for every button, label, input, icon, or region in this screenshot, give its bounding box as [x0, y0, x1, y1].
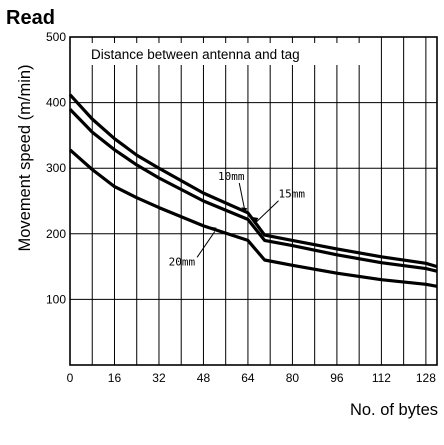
- annotation-box: [84, 43, 374, 65]
- series-label: 15mm: [279, 188, 306, 201]
- x-tick-label: 64: [241, 371, 255, 385]
- plot-frame: [69, 36, 438, 366]
- y-axis-label: Movement speed (m/min): [16, 64, 34, 251]
- series-line-20mm: [68, 148, 438, 288]
- x-tick-label: 0: [67, 371, 74, 385]
- x-axis-label: No. of bytes: [350, 401, 438, 419]
- y-tick-label: 500: [46, 30, 66, 44]
- callout-leader: [255, 200, 279, 223]
- y-tick-label: 300: [46, 161, 66, 175]
- x-tick-label: 112: [372, 371, 391, 385]
- callout-leader: [196, 231, 215, 258]
- x-tick-label: 96: [330, 371, 344, 385]
- x-tick-label: 48: [197, 371, 211, 385]
- series-line-10mm: [68, 93, 438, 269]
- x-tick-label: 16: [108, 371, 122, 385]
- chart-annotation: Distance between antenna and tag: [91, 47, 300, 62]
- tick-labels: 100 200 300 400 500 0 16 32 48 64 80 96 112 128: [46, 30, 436, 385]
- series-label: 10mm: [218, 170, 245, 183]
- y-tick-label: 400: [46, 96, 66, 110]
- series-lines: [68, 93, 438, 288]
- grid: [70, 37, 437, 365]
- callout-leader: [238, 182, 246, 213]
- series-line-15mm: [68, 108, 438, 273]
- callout-arrow: [252, 217, 259, 222]
- callout-arrow: [241, 207, 248, 213]
- x-tick-label: 32: [152, 371, 166, 385]
- y-tick-label: 200: [46, 227, 66, 241]
- x-tick-label: 128: [416, 371, 436, 385]
- x-tick-label: 80: [286, 371, 300, 385]
- series-label: 20mm: [169, 255, 196, 268]
- chart-title: Read: [6, 7, 55, 29]
- callout-arrow: [210, 226, 217, 232]
- series-callouts: 10mm 15mm 20mm: [169, 170, 306, 268]
- y-tick-label: 100: [46, 292, 66, 306]
